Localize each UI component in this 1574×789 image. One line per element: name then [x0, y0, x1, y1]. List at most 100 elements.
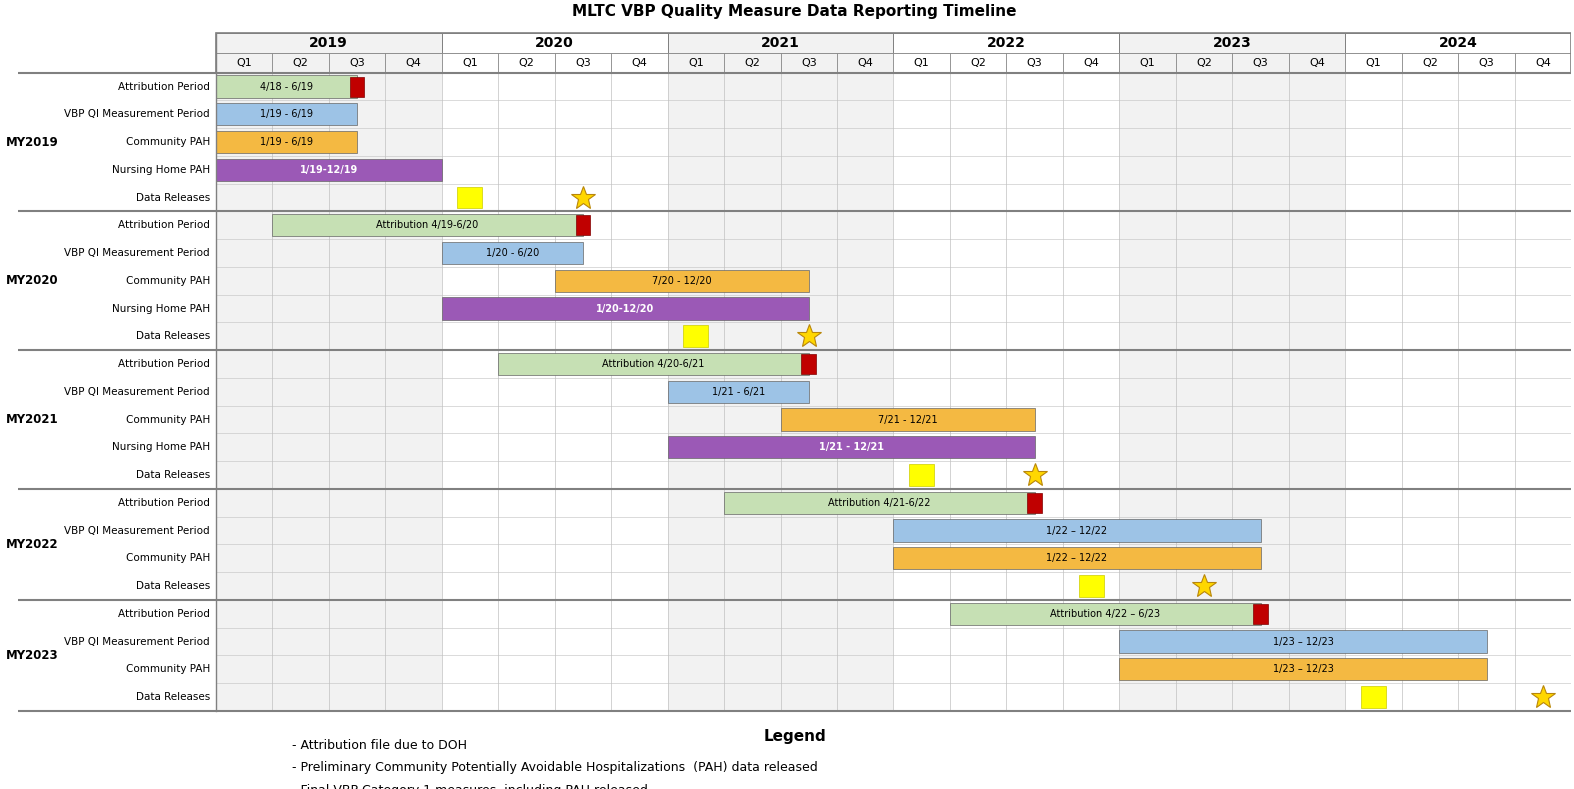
FancyBboxPatch shape [667, 436, 1034, 458]
FancyBboxPatch shape [1006, 73, 1062, 211]
FancyBboxPatch shape [1006, 53, 1062, 73]
FancyBboxPatch shape [683, 326, 708, 347]
FancyBboxPatch shape [1458, 211, 1514, 350]
Text: 1/23 – 12/23: 1/23 – 12/23 [1272, 637, 1333, 646]
FancyBboxPatch shape [1289, 489, 1346, 600]
FancyBboxPatch shape [894, 489, 951, 600]
FancyBboxPatch shape [611, 600, 667, 711]
Text: Q4: Q4 [406, 58, 422, 68]
FancyBboxPatch shape [442, 53, 497, 73]
FancyBboxPatch shape [781, 350, 837, 489]
FancyBboxPatch shape [261, 740, 279, 751]
Text: Q3: Q3 [1253, 58, 1269, 68]
Text: MY2022: MY2022 [6, 538, 58, 551]
FancyBboxPatch shape [1176, 489, 1232, 600]
Text: Q3: Q3 [1478, 58, 1494, 68]
Text: VBP QI Measurement Period: VBP QI Measurement Period [65, 110, 209, 119]
FancyBboxPatch shape [781, 409, 1034, 431]
FancyBboxPatch shape [442, 73, 497, 211]
Text: 1/19 - 6/19: 1/19 - 6/19 [260, 137, 313, 147]
Text: - Preliminary Community Potentially Avoidable Hospitalizations  (PAH) data relea: - Preliminary Community Potentially Avoi… [293, 761, 818, 775]
Text: Attribution Period: Attribution Period [118, 498, 209, 508]
FancyBboxPatch shape [667, 53, 724, 73]
Text: Nursing Home PAH: Nursing Home PAH [112, 443, 209, 452]
FancyBboxPatch shape [894, 547, 1261, 570]
Text: Q2: Q2 [745, 58, 760, 68]
FancyBboxPatch shape [894, 519, 1261, 542]
Text: 2020: 2020 [535, 36, 575, 50]
FancyBboxPatch shape [667, 73, 724, 211]
Text: Attribution 4/20-6/21: Attribution 4/20-6/21 [603, 359, 705, 369]
FancyBboxPatch shape [386, 489, 442, 600]
FancyBboxPatch shape [1232, 53, 1289, 73]
Text: 2024: 2024 [1439, 36, 1478, 50]
FancyBboxPatch shape [1402, 350, 1458, 489]
FancyBboxPatch shape [497, 489, 554, 600]
FancyBboxPatch shape [497, 350, 554, 489]
FancyBboxPatch shape [837, 53, 894, 73]
FancyBboxPatch shape [1346, 53, 1402, 73]
Text: 1/19-12/19: 1/19-12/19 [299, 165, 357, 175]
Text: Q1: Q1 [688, 58, 704, 68]
FancyBboxPatch shape [272, 53, 329, 73]
Text: Attribution Period: Attribution Period [118, 359, 209, 369]
Text: 2022: 2022 [987, 36, 1026, 50]
FancyBboxPatch shape [442, 32, 667, 53]
FancyBboxPatch shape [667, 350, 724, 489]
FancyBboxPatch shape [1253, 604, 1269, 624]
FancyBboxPatch shape [1402, 211, 1458, 350]
Text: Q2: Q2 [293, 58, 309, 68]
FancyBboxPatch shape [611, 73, 667, 211]
FancyBboxPatch shape [1232, 73, 1289, 211]
Text: 2021: 2021 [762, 36, 800, 50]
FancyBboxPatch shape [1402, 489, 1458, 600]
Text: VBP QI Measurement Period: VBP QI Measurement Period [65, 525, 209, 536]
Text: - Final VBP Category 1 measures, including PAH released: - Final VBP Category 1 measures, includi… [293, 783, 648, 789]
Text: Q2: Q2 [1421, 58, 1439, 68]
FancyBboxPatch shape [1458, 73, 1514, 211]
FancyBboxPatch shape [1346, 32, 1571, 53]
FancyBboxPatch shape [1006, 600, 1062, 711]
Text: Attribution Period: Attribution Period [118, 609, 209, 619]
Text: 2023: 2023 [1214, 36, 1251, 50]
FancyBboxPatch shape [497, 353, 809, 376]
FancyBboxPatch shape [951, 73, 1006, 211]
FancyBboxPatch shape [442, 489, 497, 600]
Text: Q4: Q4 [1310, 58, 1325, 68]
Text: VBP QI Measurement Period: VBP QI Measurement Period [65, 637, 209, 646]
FancyBboxPatch shape [497, 211, 554, 350]
FancyBboxPatch shape [1362, 686, 1387, 708]
FancyBboxPatch shape [1514, 350, 1571, 489]
Text: VBP QI Measurement Period: VBP QI Measurement Period [65, 387, 209, 397]
FancyBboxPatch shape [1119, 600, 1176, 711]
FancyBboxPatch shape [554, 270, 809, 292]
FancyBboxPatch shape [329, 53, 386, 73]
FancyBboxPatch shape [329, 600, 386, 711]
FancyBboxPatch shape [781, 73, 837, 211]
Text: MY2023: MY2023 [6, 649, 58, 662]
Text: Community PAH: Community PAH [126, 664, 209, 675]
FancyBboxPatch shape [386, 73, 442, 211]
Text: Community PAH: Community PAH [126, 553, 209, 563]
FancyBboxPatch shape [216, 211, 272, 350]
FancyBboxPatch shape [272, 211, 329, 350]
FancyBboxPatch shape [1289, 73, 1346, 211]
FancyBboxPatch shape [611, 350, 667, 489]
Text: Attribution 4/21-6/22: Attribution 4/21-6/22 [828, 498, 930, 508]
Text: Q4: Q4 [631, 58, 647, 68]
FancyBboxPatch shape [724, 492, 1034, 514]
Text: Nursing Home PAH: Nursing Home PAH [112, 165, 209, 175]
FancyBboxPatch shape [894, 32, 1119, 53]
Text: Q3: Q3 [575, 58, 590, 68]
FancyBboxPatch shape [576, 215, 590, 235]
FancyBboxPatch shape [386, 53, 442, 73]
FancyBboxPatch shape [216, 720, 1374, 789]
FancyBboxPatch shape [272, 350, 329, 489]
FancyBboxPatch shape [1289, 350, 1346, 489]
FancyBboxPatch shape [216, 350, 272, 489]
FancyBboxPatch shape [910, 464, 933, 486]
FancyBboxPatch shape [216, 53, 272, 73]
FancyBboxPatch shape [1346, 211, 1402, 350]
Text: 1/19 - 6/19: 1/19 - 6/19 [260, 110, 313, 119]
Text: VBP QI Measurement Period: VBP QI Measurement Period [65, 248, 209, 258]
